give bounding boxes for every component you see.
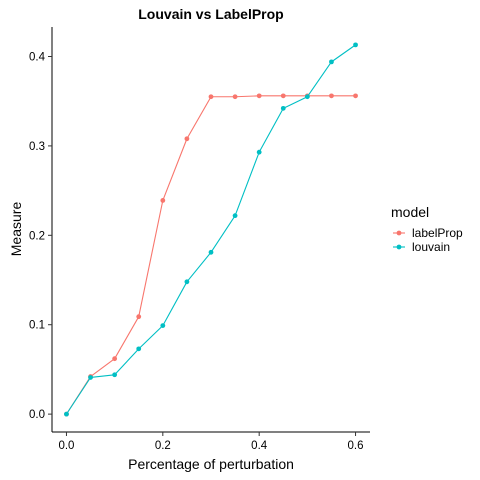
x-tick-label: 0.2 bbox=[155, 440, 171, 452]
legend-key-point-louvain bbox=[396, 244, 402, 250]
data-point-labelprop bbox=[208, 94, 214, 100]
x-tick-label: 0.4 bbox=[251, 440, 268, 452]
legend-label-louvain: louvain bbox=[412, 240, 450, 254]
series-line-labelprop bbox=[65, 95, 356, 415]
y-tick-label: 0.2 bbox=[29, 230, 45, 242]
data-point-labelprop bbox=[232, 94, 238, 100]
y-tick-label: 0.0 bbox=[29, 409, 45, 421]
data-point-labelprop bbox=[329, 93, 334, 99]
x-axis-title: Percentage of perturbation bbox=[128, 456, 294, 472]
plot-area: 0.0 0.1 0.2 0.3 0.4 0.0 0.2 0.4 0.6 bbox=[29, 27, 370, 452]
data-point-louvain bbox=[280, 105, 286, 111]
data-point-louvain bbox=[184, 279, 190, 285]
y-tick-label: 0.3 bbox=[29, 141, 45, 153]
data-point-labelprop bbox=[112, 356, 118, 362]
legend-key-point-labelprop bbox=[396, 230, 402, 236]
legend-label-labelprop: labelProp bbox=[412, 226, 463, 240]
data-point-louvain bbox=[64, 411, 69, 417]
data-point-louvain bbox=[256, 149, 262, 155]
data-point-louvain bbox=[232, 213, 238, 219]
data-point-labelprop bbox=[280, 93, 286, 99]
x-tick-label: 0.6 bbox=[348, 440, 364, 452]
data-point-labelprop bbox=[184, 136, 190, 142]
data-point-louvain bbox=[160, 323, 166, 329]
legend-title: model bbox=[391, 204, 429, 220]
x-tick-label: 0.0 bbox=[58, 440, 74, 452]
data-point-labelprop bbox=[256, 93, 262, 99]
y-tick-label: 0.1 bbox=[29, 320, 45, 332]
data-point-louvain bbox=[304, 94, 310, 100]
y-axis-title: Measure bbox=[8, 202, 24, 257]
data-point-labelprop bbox=[353, 93, 358, 99]
data-point-louvain bbox=[329, 59, 334, 65]
data-point-labelprop bbox=[136, 314, 142, 320]
data-point-louvain bbox=[112, 372, 118, 378]
data-point-louvain bbox=[88, 375, 93, 380]
data-point-labelprop bbox=[160, 198, 166, 203]
data-point-louvain bbox=[353, 42, 358, 48]
series-line-louvain bbox=[65, 44, 356, 415]
chart-title: Louvain vs LabelProp bbox=[138, 6, 283, 22]
data-point-louvain bbox=[208, 249, 214, 255]
data-point-louvain bbox=[136, 346, 142, 352]
y-tick-label: 0.4 bbox=[29, 52, 46, 64]
